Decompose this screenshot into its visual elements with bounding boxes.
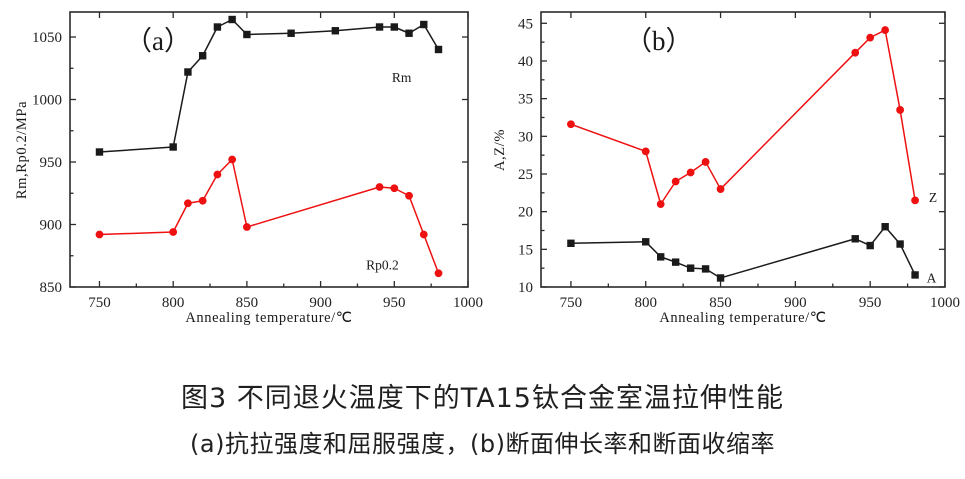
x-tick-label: 950: [859, 295, 882, 311]
y-tick-label: 30: [518, 129, 533, 145]
data-point-Z: [881, 26, 890, 34]
y-tick-label: 15: [518, 242, 533, 258]
data-point-Rm: [375, 23, 384, 31]
data-point-Rm: [331, 27, 340, 35]
series-label-A: A: [927, 270, 937, 285]
x-axis-title: Annealing temperature/℃: [185, 310, 352, 326]
data-point-Rm: [198, 52, 207, 60]
data-point-Rm: [213, 23, 222, 31]
chart-panel-a: 750 800 850 900 950 1000 850 900 950 1000 1050 Rm,R…: [0, 0, 490, 340]
y-tick-label: 1050: [32, 30, 62, 46]
x-tick-label: 850: [709, 295, 732, 311]
data-point-A: [881, 223, 889, 231]
y-tick-label: 20: [518, 205, 533, 221]
x-tick-label: 900: [309, 295, 332, 311]
data-point-A: [911, 271, 919, 279]
data-point-Z: [866, 33, 875, 42]
data-point-A: [851, 235, 859, 243]
data-point-Rm: [434, 45, 443, 54]
data-point-A: [716, 274, 725, 282]
data-point-Rp0.2: [95, 230, 104, 239]
data-point-A: [657, 253, 665, 261]
y-tick-label: 40: [518, 54, 533, 70]
data-point-Z: [686, 168, 695, 177]
series-label-Z: Z: [929, 190, 937, 205]
x-tick-label: 850: [236, 295, 259, 311]
plot-frame: [69, 11, 469, 288]
data-point-Rp0.2: [198, 196, 207, 205]
series-line-A: [570, 225, 916, 279]
panel-tag: （b）: [625, 26, 693, 56]
data-point-A: [866, 241, 874, 250]
data-point-Rm: [243, 30, 251, 39]
y-tick-label: 900: [40, 218, 63, 234]
y-axis-title: A,Z/%: [492, 129, 508, 171]
plot-frame: [540, 11, 946, 288]
data-point-A: [896, 240, 904, 248]
data-point-Rp0.2: [405, 191, 413, 200]
data-point-Z: [716, 185, 725, 193]
data-point-Rp0.2: [434, 269, 443, 278]
y-tick-label: 950: [40, 155, 63, 171]
data-point-A: [671, 258, 680, 266]
series-line-Z: [570, 29, 916, 205]
data-point-Rm: [420, 20, 428, 29]
data-point-Rp0.2: [419, 230, 428, 239]
panel-tag: （a）: [125, 26, 191, 56]
data-point-Z: [671, 177, 680, 186]
data-point-Rp0.2: [390, 184, 399, 193]
series-label-Rm: Rm: [392, 70, 412, 85]
data-point-Rm: [184, 68, 192, 76]
y-tick-label: 45: [518, 16, 533, 32]
x-tick-label: 1000: [930, 295, 960, 311]
data-point-A: [567, 239, 575, 248]
chart-panel-b: 750 800 850 900 950 1000 10 15 20 25 30 35 40 45 A,Z/%…: [490, 0, 965, 340]
data-point-Z: [851, 48, 860, 57]
data-point-Rp0.2: [213, 170, 222, 179]
data-point-Rp0.2: [169, 228, 178, 236]
data-point-Rp0.2: [375, 183, 384, 191]
data-point-Rm: [405, 29, 413, 37]
data-point-Rp0.2: [242, 223, 251, 231]
y-tick-label: 35: [518, 92, 533, 108]
data-point-Rm: [95, 148, 104, 156]
data-point-Rp0.2: [228, 155, 237, 164]
x-tick-label: 900: [784, 295, 807, 311]
data-point-Z: [896, 106, 905, 114]
x-axis-title: Annealing temperature/℃: [659, 310, 826, 326]
data-point-Z: [567, 120, 575, 129]
series-label-Rp0.2: Rp0.2: [366, 258, 399, 273]
x-tick-label: 1000: [453, 295, 483, 311]
x-tick-label: 800: [162, 295, 185, 311]
data-point-A: [701, 265, 710, 273]
y-tick-label: 850: [40, 280, 63, 296]
data-point-Z: [911, 196, 919, 205]
x-tick-label: 950: [383, 295, 406, 311]
y-tick-label: 25: [518, 167, 533, 183]
data-point-Rm: [287, 29, 295, 37]
chart-svg-a: 750 800 850 900 950 1000 850 900 950 1000 1050 Rm,R…: [14, 11, 483, 326]
data-point-A: [642, 238, 650, 246]
x-tick-label: 750: [88, 295, 111, 311]
x-tick-label: 800: [634, 295, 657, 311]
data-point-Rm: [169, 143, 177, 151]
chart-svg-b: 750 800 850 900 950 1000 10 15 20 25 30 35 40 45 A,Z/%…: [492, 11, 960, 326]
figure-caption-sub: (a)抗拉强度和屈服强度，(b)断面伸长率和断面收缩率: [190, 430, 775, 458]
data-point-Z: [641, 147, 650, 156]
data-point-Z: [656, 200, 665, 209]
series-line-Rp0.2: [99, 158, 440, 274]
y-axis-title: Rm,Rp0.2/MPa: [14, 101, 30, 199]
figure-caption-main: 图3 不同退火温度下的TA15钛合金室温拉伸性能: [181, 383, 784, 414]
y-tick-label: 1000: [32, 93, 62, 109]
data-point-Rm: [228, 15, 236, 24]
y-tick-label: 10: [518, 280, 533, 296]
data-point-Z: [701, 158, 710, 166]
x-tick-label: 750: [560, 295, 583, 311]
data-point-A: [686, 264, 695, 272]
data-point-Rm: [390, 23, 398, 31]
data-point-Rp0.2: [184, 199, 192, 208]
